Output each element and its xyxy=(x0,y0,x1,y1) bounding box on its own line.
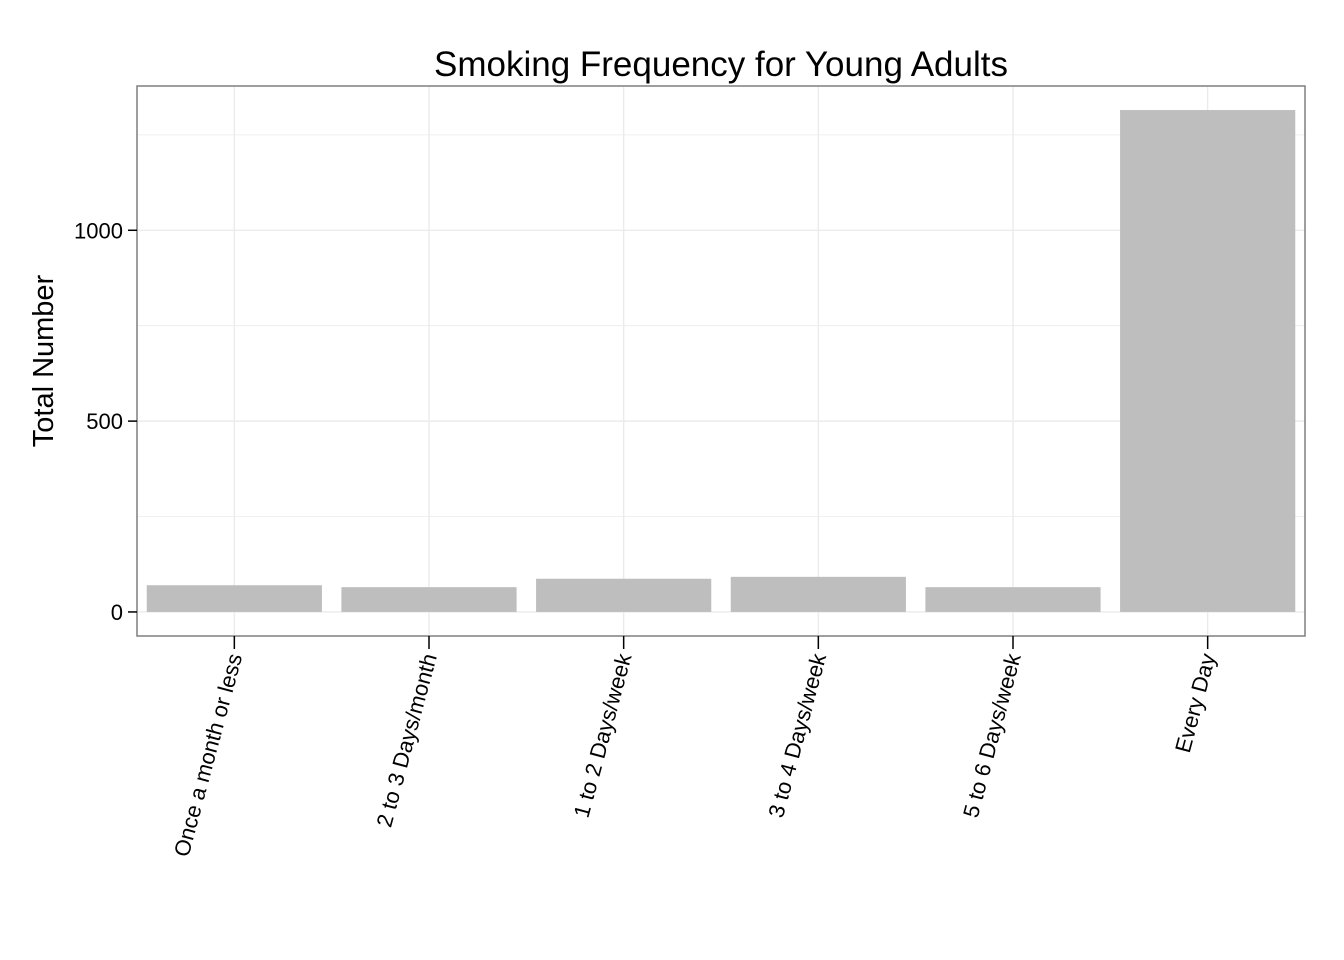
bar-0 xyxy=(146,585,322,612)
bar-1 xyxy=(341,587,517,612)
plot-border xyxy=(136,85,1306,637)
y-tick-label: 0 xyxy=(111,600,123,625)
bar-3 xyxy=(730,576,906,612)
bar-5 xyxy=(1120,110,1296,612)
plot-panel xyxy=(137,86,1305,636)
x-tick-label: Every Day xyxy=(1170,651,1220,755)
chart-title: Smoking Frequency for Young Adults xyxy=(434,45,1008,84)
y-tick-label: 1000 xyxy=(74,218,123,243)
bars xyxy=(146,110,1296,612)
bar-4 xyxy=(925,587,1101,612)
x-tick-label: 1 to 2 Days/week xyxy=(569,650,637,820)
x-tick-label: 2 to 3 Days/month xyxy=(371,651,441,830)
y-tick-label: 500 xyxy=(86,409,123,434)
y-axis-title: Total Number xyxy=(28,274,60,447)
x-tick-label: 5 to 6 Days/week xyxy=(958,650,1026,820)
x-tick-label: 3 to 4 Days/week xyxy=(763,650,831,820)
bar-2 xyxy=(536,578,712,612)
x-tick-label: Once a month or less xyxy=(169,651,247,859)
grid-lines xyxy=(137,86,1305,636)
